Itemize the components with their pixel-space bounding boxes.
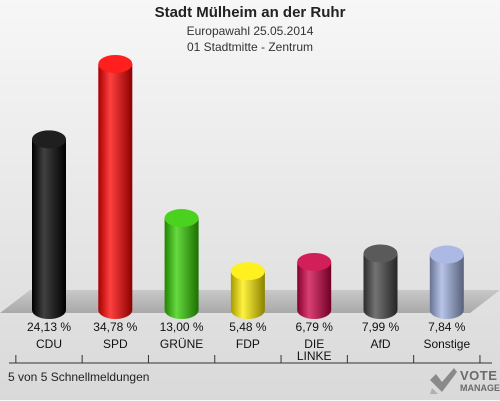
district-subtitle: 01 Stadtmitte - Zentrum: [186, 40, 314, 54]
checkmark-icon: [430, 368, 457, 394]
bar-sonstige: [429, 245, 464, 320]
category-label: CDU: [36, 337, 62, 351]
logo-text-manager: MANAGER: [460, 383, 500, 393]
category-label: DIE: [304, 337, 324, 351]
category-label: Sonstige: [423, 337, 470, 351]
bar-gr-ne: [164, 209, 199, 320]
bar-afd: [363, 244, 398, 320]
chart-title: Stadt Mülheim an der Ruhr: [154, 4, 346, 21]
category-label: SPD: [103, 337, 128, 351]
category-label: LINKE: [297, 349, 332, 363]
bar-fdp: [230, 262, 265, 320]
value-label: 34,78 %: [93, 320, 137, 334]
report-status: 5 von 5 Schnellmeldungen: [8, 370, 150, 384]
category-label: GRÜNE: [160, 337, 203, 351]
value-label: 7,99 %: [362, 320, 400, 334]
value-label: 24,13 %: [27, 320, 71, 334]
value-label: 5,48 %: [229, 320, 267, 334]
logo-text-vote: VOTE: [460, 368, 498, 383]
bar-die-linke: [297, 252, 332, 320]
bar-cdu: [32, 130, 66, 319]
category-label: AfD: [370, 337, 390, 351]
value-label: 7,84 %: [428, 320, 466, 334]
bar-chart: 24,13 % CDU 34,78 % SPD 13,00 % GRÜNE 5,48 % FD…: [0, 55, 500, 364]
value-label: 6,79 %: [296, 320, 334, 334]
vote-manager-logo: VOTE MANAGER: [428, 366, 500, 396]
bar-spd: [98, 55, 133, 320]
category-label: FDP: [236, 337, 260, 351]
election-subtitle: Europawahl 25.05.2014: [186, 24, 314, 38]
value-label: 13,00 %: [160, 320, 204, 334]
